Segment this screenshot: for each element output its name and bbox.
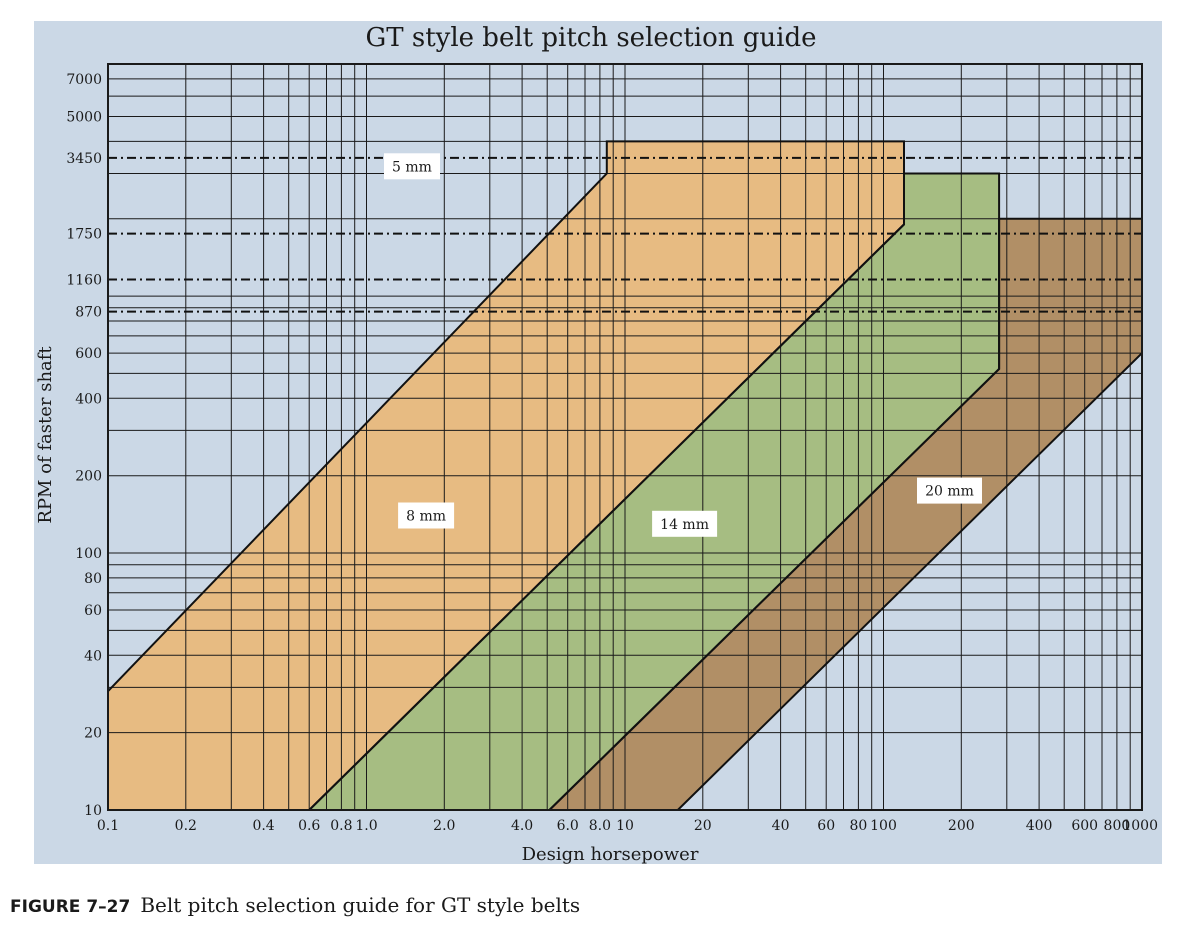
x-tick-label: 8.0 — [589, 818, 611, 834]
x-axis-label: Design horsepower — [522, 844, 699, 864]
x-tick-label: 60 — [817, 818, 835, 834]
x-tick-label: 6.0 — [557, 818, 579, 834]
x-tick-label: 4.0 — [511, 818, 533, 834]
y-tick-label: 1750 — [66, 227, 102, 243]
figure-caption: FIGURE 7–27 Belt pitch selection guide fo… — [10, 893, 580, 917]
x-tick-label: 80 — [849, 818, 867, 834]
x-tick-label: 200 — [948, 818, 975, 834]
x-tick-label: 2.0 — [433, 818, 455, 834]
x-tick-label: 800 — [1104, 818, 1131, 834]
y-tick-label: 870 — [75, 305, 102, 321]
region-label-5-mm: 5 mm — [384, 153, 440, 180]
reference-rpm-lines — [108, 156, 1142, 313]
region-label-text: 8 mm — [406, 509, 446, 525]
tick-labels: 0.1 0.2 0.4 0.6 0.8 1.0 2.0 4.0 6.0 8.0 10 20 40 60 80… — [66, 72, 1158, 834]
y-axis-label: RPM of faster shaft — [35, 346, 56, 524]
x-tick-label: 400 — [1026, 818, 1053, 834]
x-tick-label: 0.4 — [252, 818, 274, 834]
y-tick-label: 200 — [75, 469, 102, 485]
chart-title: GT style belt pitch selection guide — [365, 23, 816, 53]
y-tick-label: 80 — [84, 571, 102, 587]
x-tick-label: 10 — [616, 818, 634, 834]
belt-pitch-chart: GT style belt pitch selection guide 5 mm… — [35, 23, 1158, 864]
region-label-8-mm: 8 mm — [398, 502, 455, 529]
x-tick-label: 0.8 — [330, 818, 352, 834]
x-tick-label: 0.6 — [298, 818, 320, 834]
region-20-mm — [549, 218, 1142, 810]
x-tick-label: 0.2 — [175, 818, 197, 834]
y-tick-label: 10 — [84, 803, 102, 819]
region-label-box — [917, 477, 982, 504]
region-label-box — [398, 502, 455, 529]
region-labels: 5 mm 8 mm 14 mm 20 mm — [384, 153, 982, 537]
x-tick-label: 100 — [870, 818, 897, 834]
x-tick-label: 20 — [694, 818, 712, 834]
y-tick-label: 7000 — [66, 72, 102, 88]
y-tick-label: 100 — [75, 546, 102, 562]
plot-frame — [107, 63, 1143, 811]
region-label-text: 20 mm — [925, 484, 974, 500]
y-tick-label: 5000 — [66, 110, 102, 126]
y-tick-label: 400 — [75, 391, 102, 407]
x-tick-label: 1.0 — [355, 818, 377, 834]
y-tick-label: 40 — [84, 648, 102, 664]
y-tick-label: 60 — [84, 603, 102, 619]
region-label-box — [384, 153, 440, 180]
x-tick-label: 40 — [772, 818, 790, 834]
x-tick-label: 1000 — [1122, 818, 1158, 834]
figure-panel: GT style belt pitch selection guide 5 mm… — [34, 21, 1162, 864]
region-label-text: 14 mm — [660, 517, 709, 533]
region-label-14-mm: 14 mm — [652, 510, 718, 537]
x-tick-label: 600 — [1071, 818, 1098, 834]
figure-number: FIGURE 7–27 — [10, 897, 131, 917]
x-tick-label: 0.1 — [97, 818, 119, 834]
y-tick-label: 20 — [84, 726, 102, 742]
y-tick-label: 600 — [75, 346, 102, 362]
y-tick-label: 3450 — [66, 151, 102, 167]
region-label-box — [652, 510, 718, 537]
figure-caption-text: Belt pitch selection guide for GT style … — [140, 893, 581, 917]
region-label-text: 5 mm — [392, 159, 432, 175]
region-label-20-mm: 20 mm — [917, 477, 982, 504]
y-tick-label: 1160 — [66, 273, 102, 289]
